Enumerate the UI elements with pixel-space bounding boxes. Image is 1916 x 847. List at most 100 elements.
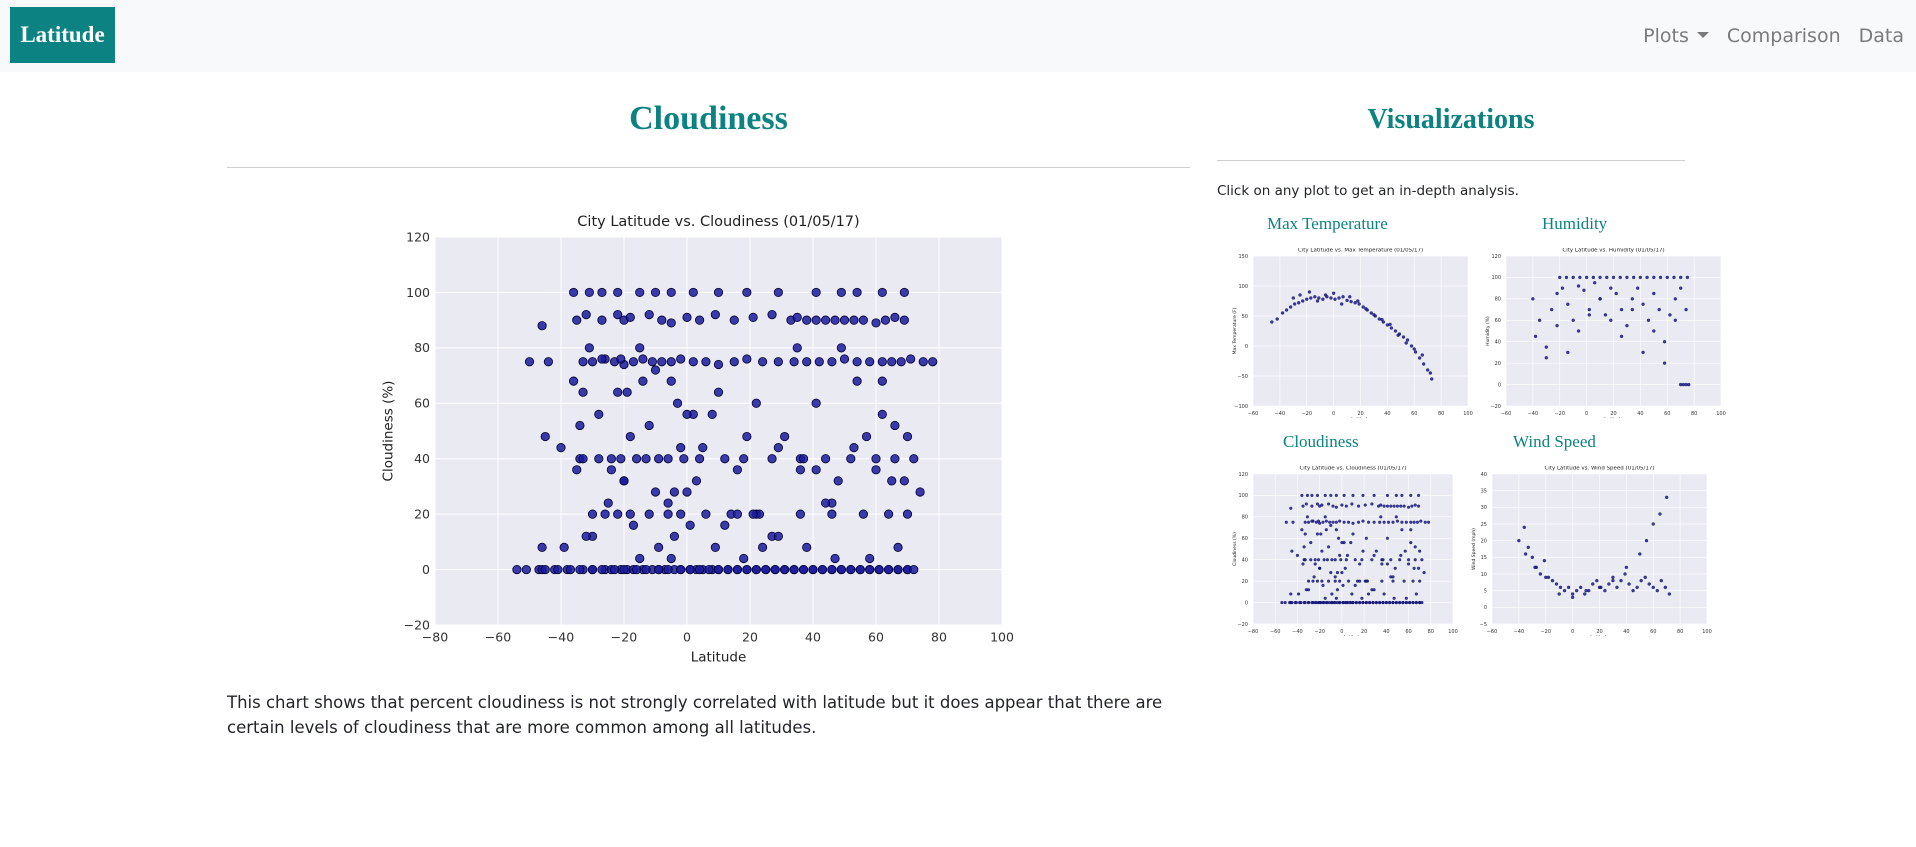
data-point	[663, 454, 673, 464]
data-point	[1401, 335, 1406, 339]
thumb-cloudiness[interactable]: −80 −60 −40 −20 0 20 40 60 80 100 −20 0 20 40 60 80 100 1…	[1229, 466, 1459, 636]
data-point	[1372, 493, 1376, 497]
x-tick-label: 100	[990, 630, 1014, 645]
data-point	[729, 357, 739, 367]
data-point	[575, 420, 585, 431]
data-point	[569, 287, 579, 298]
data-point	[773, 287, 783, 298]
data-point	[1379, 503, 1383, 507]
data-point	[625, 312, 635, 322]
data-point	[1583, 592, 1587, 596]
data-point	[839, 354, 850, 364]
data-point	[1307, 601, 1311, 605]
data-point	[1364, 536, 1368, 540]
data-point	[1315, 532, 1319, 536]
data-point	[1350, 502, 1354, 506]
data-point	[1301, 504, 1305, 508]
cloudiness-chart-svg: −80 −60 −40 −20 0 20 40 60 80 100 −20 0 20 40 60 80 100 1…	[381, 214, 1014, 666]
data-point	[1344, 558, 1348, 562]
data-point	[757, 542, 768, 552]
y-tick-label: −20	[1490, 404, 1501, 410]
data-point	[676, 564, 686, 575]
data-point	[865, 553, 875, 564]
x-tick-label: 0	[1585, 411, 1588, 417]
nav-data-link[interactable]: Data	[1858, 25, 1904, 47]
data-point	[587, 509, 598, 519]
data-point	[1340, 571, 1344, 575]
data-point	[1304, 502, 1308, 506]
data-point	[1302, 545, 1306, 549]
y-tick-label: 0	[422, 562, 430, 577]
data-point	[644, 310, 654, 320]
brand-logo-link[interactable]: Latitude	[10, 7, 115, 63]
data-point	[820, 498, 831, 508]
data-point	[798, 454, 809, 464]
data-point	[1417, 356, 1422, 360]
data-point	[1333, 575, 1337, 579]
data-point	[792, 343, 802, 353]
y-tick-label: −20	[1237, 622, 1248, 628]
data-point	[1381, 558, 1385, 562]
data-point	[1337, 296, 1341, 300]
data-point	[720, 520, 730, 530]
data-point	[739, 454, 749, 464]
data-point	[1420, 601, 1424, 605]
data-point	[890, 454, 900, 464]
data-point	[1298, 293, 1302, 297]
data-point	[676, 509, 686, 519]
data-point	[1555, 323, 1559, 328]
nav-plots-dropdown[interactable]: Plots	[1643, 25, 1709, 47]
data-point	[1393, 566, 1397, 570]
data-point	[1412, 347, 1416, 351]
data-point	[827, 509, 837, 519]
data-point	[830, 553, 840, 564]
data-point	[1422, 571, 1426, 575]
thumb-max-temperature[interactable]: −60 −40 −20 0 20 40 60 80 100 −100 −50 0 50 100 150 Cit…	[1229, 248, 1473, 418]
data-point	[1550, 307, 1554, 312]
data-point	[1351, 521, 1355, 525]
x-tick-label: −40	[1528, 411, 1539, 417]
y-tick-label: 0	[1245, 600, 1248, 606]
data-point	[1329, 523, 1333, 527]
data-point	[1385, 504, 1389, 508]
data-point	[1389, 326, 1394, 330]
data-point	[1530, 555, 1534, 559]
data-point	[748, 509, 758, 519]
data-point	[1597, 585, 1602, 589]
data-point	[849, 315, 859, 325]
data-point	[1412, 566, 1416, 570]
thumb-humidity[interactable]: −60 −40 −20 0 20 40 60 80 100 −20 0 20 40 60 80 100 120 C…	[1482, 248, 1726, 418]
data-point	[1646, 318, 1651, 322]
data-point	[751, 398, 761, 408]
data-point	[1374, 601, 1378, 605]
thumb-label-cloudiness[interactable]: Cloudiness	[1283, 432, 1359, 451]
data-point	[1582, 288, 1586, 292]
data-point	[565, 564, 576, 575]
data-point	[846, 564, 856, 575]
data-point	[1609, 318, 1613, 322]
data-point	[1598, 275, 1602, 280]
data-point	[865, 564, 875, 575]
x-tick-label: −60	[485, 630, 511, 645]
data-point	[1668, 313, 1672, 317]
data-point	[1638, 275, 1643, 280]
data-point	[723, 564, 733, 575]
data-point	[1409, 541, 1413, 545]
data-point	[1330, 558, 1334, 562]
data-point	[1347, 520, 1351, 524]
thumb-label-humidity[interactable]: Humidity	[1542, 214, 1608, 233]
data-point	[1404, 520, 1408, 524]
data-point	[1303, 520, 1307, 524]
data-point	[1284, 520, 1288, 524]
data-point	[600, 509, 610, 519]
data-point	[1327, 579, 1331, 583]
x-tick-label: 100	[1702, 629, 1712, 635]
nav-comparison-link[interactable]: Comparison	[1726, 25, 1841, 47]
data-point	[575, 564, 585, 575]
thumb-wind-speed[interactable]: −60 −40 −20 0 20 40 60 80 100 −5 0 5 10 15 20 25 30 35 40 C…	[1468, 466, 1712, 636]
data-point	[1603, 589, 1607, 593]
thumb-label-wind-speed[interactable]: Wind Speed	[1513, 432, 1596, 451]
y-tick-label: 25	[1481, 522, 1487, 528]
thumb-label-max-temperature[interactable]: Max Temperature	[1267, 214, 1388, 233]
thumb-max-temperature-svg: −60 −40 −20 0 20 40 60 80 100 −100 −50 0 50 100 150 Cit…	[1232, 248, 1473, 418]
